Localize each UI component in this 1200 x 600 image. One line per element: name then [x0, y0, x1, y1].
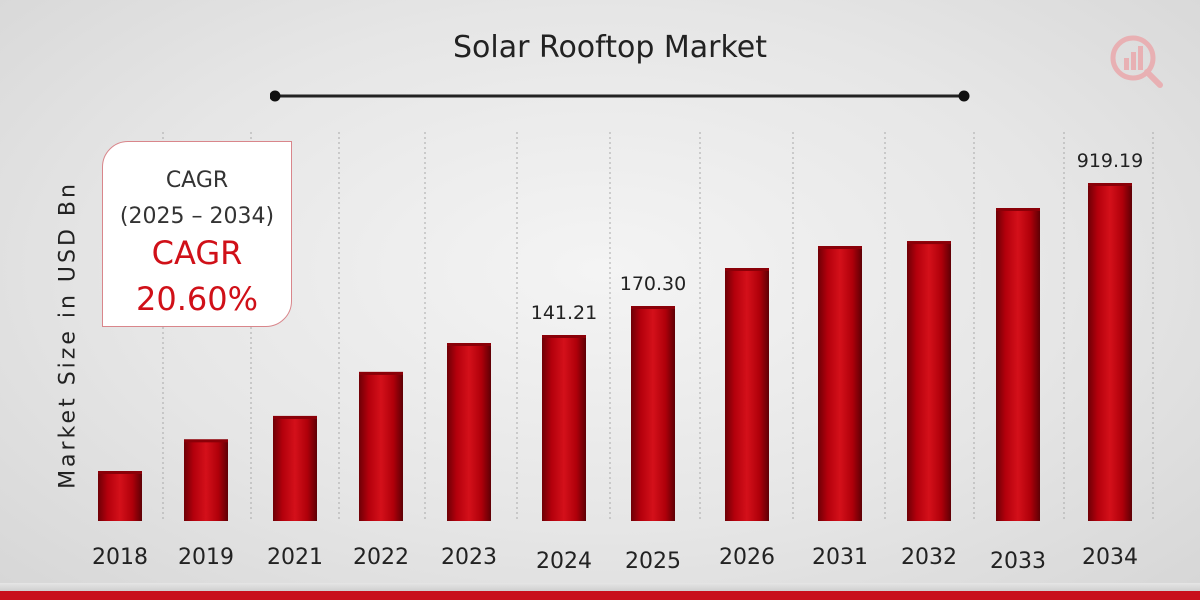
cagr-period: (2025 – 2034) [119, 204, 275, 229]
x-tick-label-2021: 2021 [267, 545, 323, 570]
x-tick-label-2022: 2022 [353, 545, 409, 570]
bar-2023 [447, 343, 491, 521]
bar-cap-2024 [542, 335, 586, 338]
x-tick-label-2031: 2031 [812, 545, 868, 570]
bar-cap-2032 [907, 241, 951, 245]
bar-cap-2019 [184, 439, 228, 443]
bar-2031 [818, 246, 862, 521]
bar-cap-2022 [359, 371, 403, 375]
bar-2019 [184, 439, 228, 521]
bar-2018 [98, 471, 142, 521]
x-tick-label-2024: 2024 [536, 549, 592, 574]
x-tick-label-2018: 2018 [92, 545, 148, 570]
brand-logo-icon [1110, 35, 1163, 88]
bar-cap-2031 [818, 246, 862, 249]
bar-2022 [359, 371, 403, 521]
x-tick-label-2034: 2034 [1082, 545, 1138, 570]
x-tick-labels-group: 2018 2019 2021 2022 2023 2024 2025 2026 2031 2032… [92, 545, 1138, 574]
data-label-2034: 919.19 [1077, 150, 1143, 172]
bar-cap-2021 [273, 415, 317, 419]
data-label-2024: 141.21 [531, 302, 597, 324]
cagr-value: 20.60% [135, 280, 258, 318]
bar-2033 [996, 208, 1040, 521]
bar-2032 [907, 241, 951, 521]
title-underline [270, 90, 970, 102]
x-tick-label-2033: 2033 [990, 549, 1046, 574]
footer-shade [0, 583, 1200, 591]
bar-cap-2025 [631, 306, 675, 309]
data-labels-group: 141.21 170.30 919.19 [531, 150, 1143, 324]
chart-title: Solar Rooftop Market [452, 30, 768, 65]
bar-cap-2023 [447, 343, 491, 346]
bars-group [98, 183, 1132, 521]
bar-2034 [1088, 183, 1132, 521]
footer-strip [0, 591, 1200, 600]
bar-2025 [631, 306, 675, 521]
cagr-heading: CAGR [165, 168, 229, 193]
x-tick-label-2025: 2025 [625, 549, 681, 574]
x-tick-label-2032: 2032 [901, 545, 957, 570]
cagr-callout: CAGR (2025 – 2034) CAGR 20.60% [102, 141, 292, 327]
bar-cap-2033 [996, 208, 1040, 211]
bar-2021 [273, 415, 317, 521]
x-tick-label-2019: 2019 [178, 545, 234, 570]
data-label-2025: 170.30 [620, 273, 686, 295]
bar-2026 [725, 268, 769, 521]
bar-cap-2026 [725, 268, 769, 271]
x-tick-label-2023: 2023 [441, 545, 497, 570]
cagr-label: CAGR [151, 234, 243, 272]
bar-cap-2034 [1088, 183, 1132, 186]
x-tick-label-2026: 2026 [719, 545, 775, 570]
bar-cap-2018 [98, 471, 142, 474]
bar-2024 [542, 335, 586, 521]
